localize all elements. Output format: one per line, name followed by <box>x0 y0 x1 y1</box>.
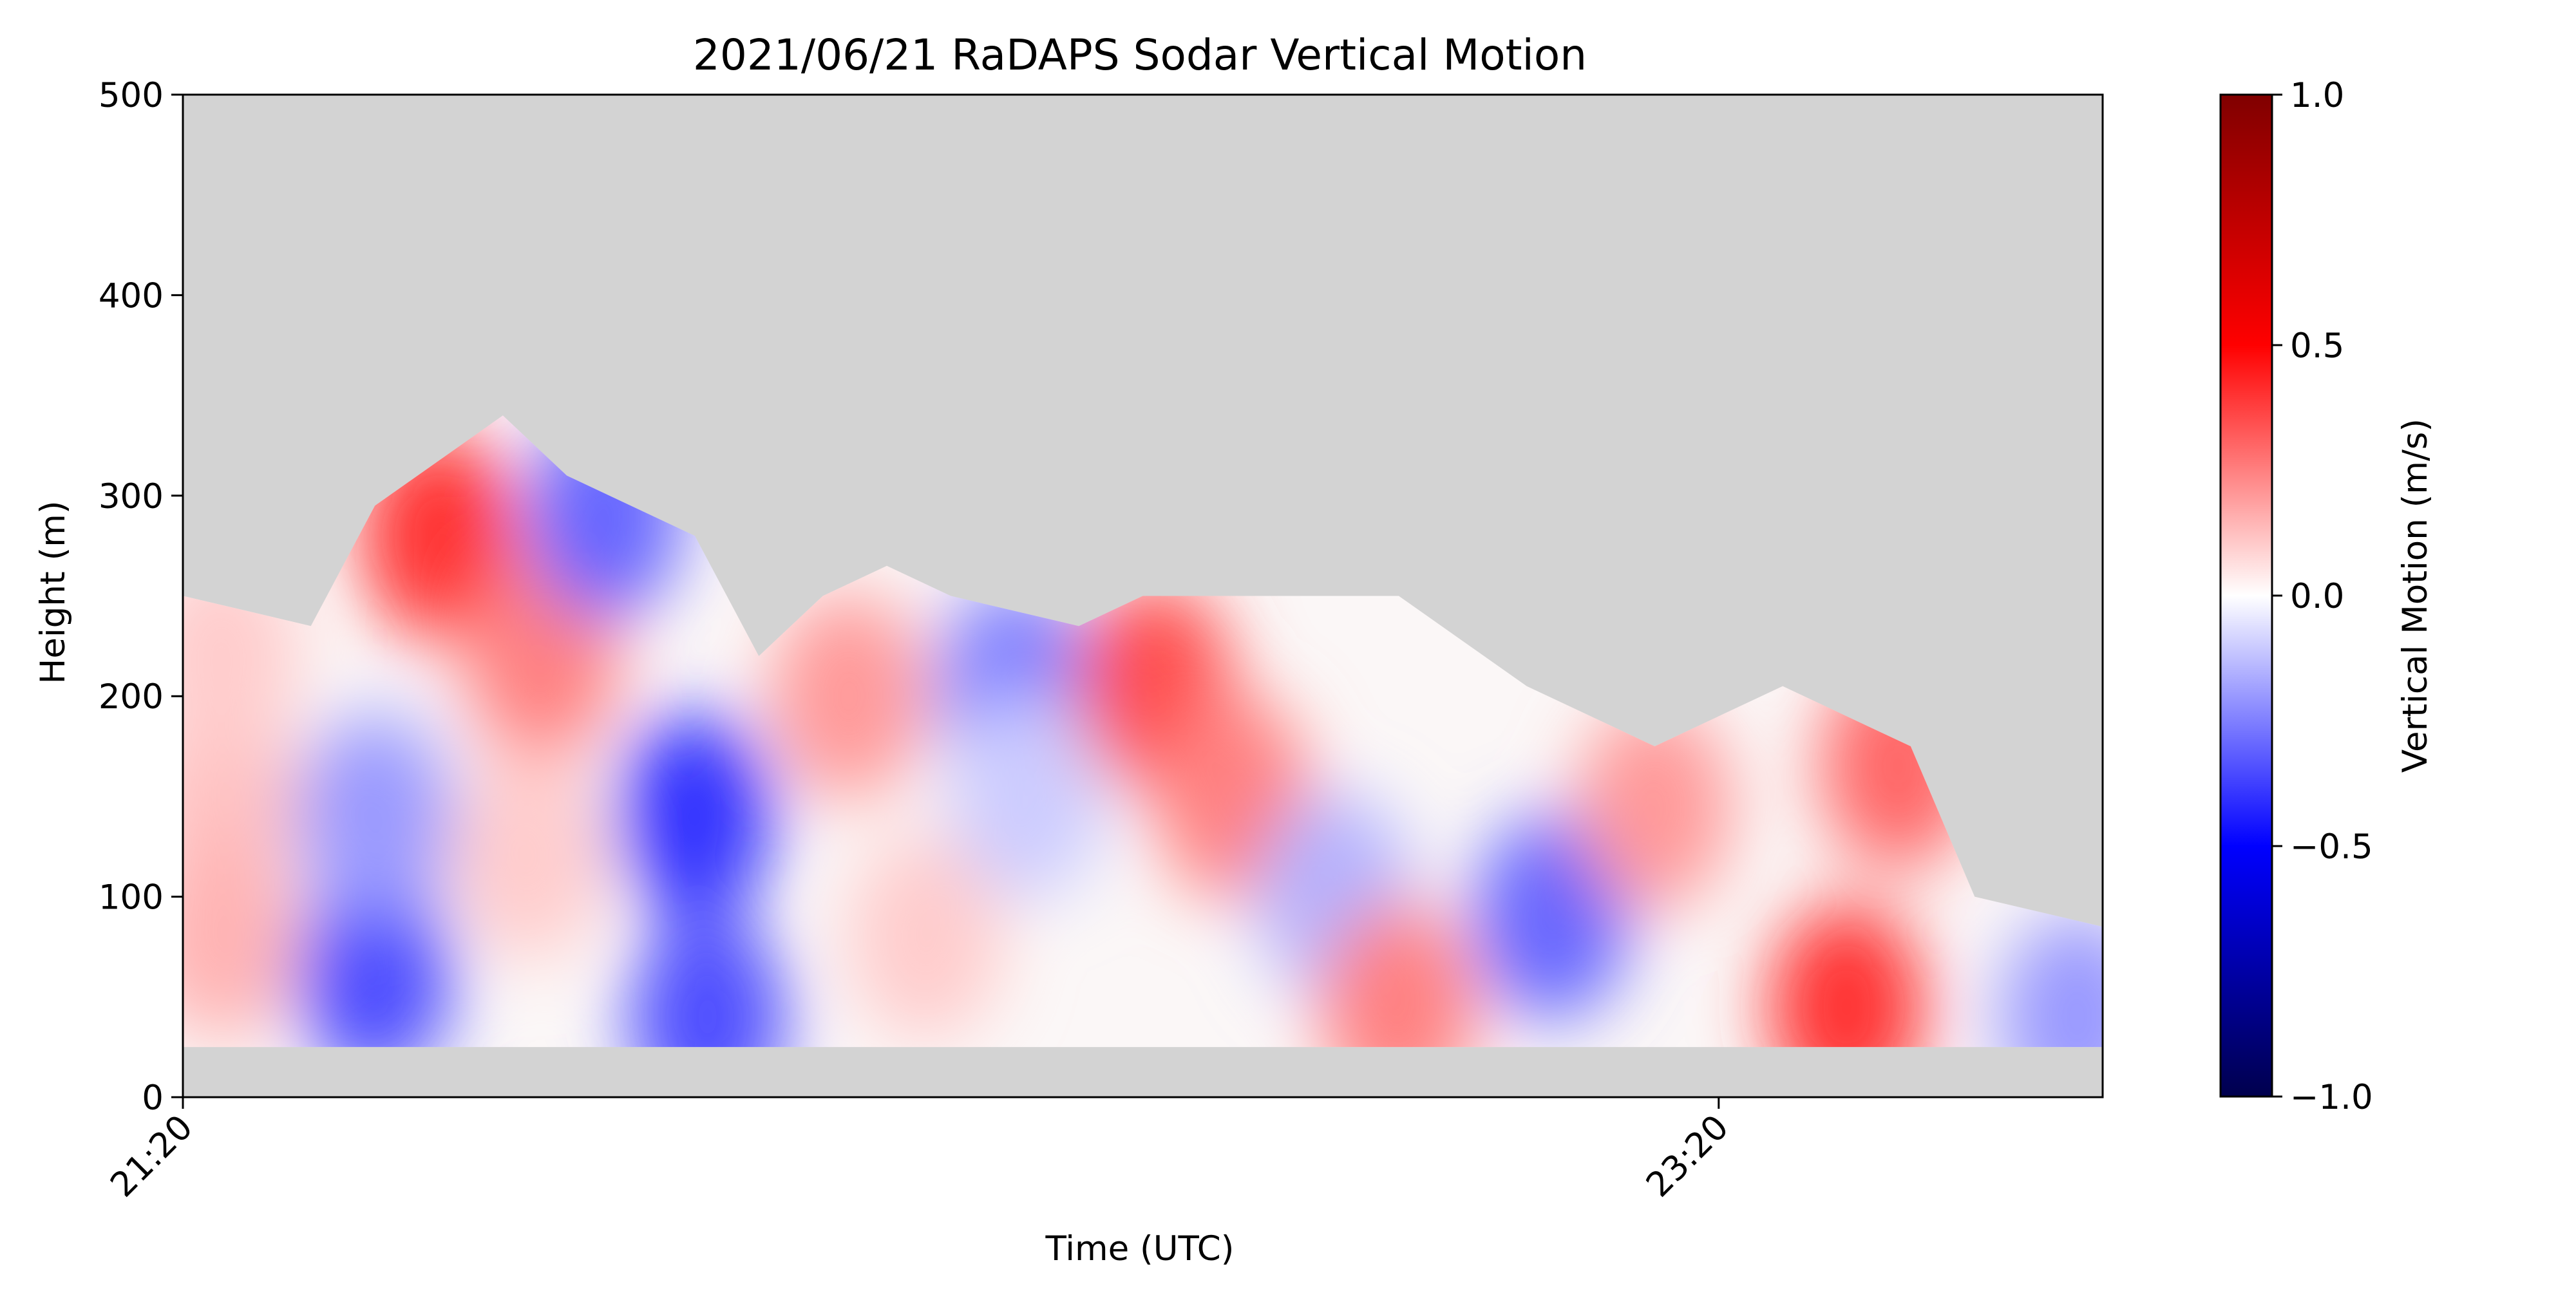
vertical-motion-cell <box>298 874 453 1048</box>
x-axis: 21:20 23:20 <box>103 1097 1736 1205</box>
vertical-motion-cell <box>2000 914 2103 1048</box>
plot-frame <box>182 93 2104 1098</box>
vertical-motion-cell <box>1577 703 1732 910</box>
x-tick-label: 23:20 <box>1639 1107 1736 1205</box>
x-tick-label: 21:20 <box>103 1107 200 1205</box>
y-tick-label: 300 <box>99 477 164 516</box>
vertical-motion-cell <box>183 833 299 1040</box>
colorbar-label: Vertical Motion (m/s) <box>2396 419 2435 773</box>
y-tick-label: 0 <box>142 1079 164 1118</box>
colorbar <box>2219 93 2273 1098</box>
vertical-motion-field <box>183 415 2103 1048</box>
vertical-motion-cell <box>617 713 772 920</box>
y-axis: 0 100 200 300 400 500 <box>99 76 183 1118</box>
vertical-motion-cell <box>848 833 1003 1040</box>
vertical-motion-cell <box>451 753 606 960</box>
colorbar-tick-label: 0.0 <box>2290 577 2344 616</box>
x-axis-label: Time (UTC) <box>1045 1229 1235 1268</box>
y-tick-label: 200 <box>99 677 164 717</box>
vertical-motion-cell <box>771 593 926 800</box>
chart-title: 2021/06/21 RaDAPS Sodar Vertical Motion <box>693 30 1587 80</box>
colorbar-tick-label: −0.5 <box>2290 827 2373 867</box>
y-axis-label: Height (m) <box>33 500 73 684</box>
vertical-motion-cell <box>1321 903 1476 1048</box>
colorbar-tick-label: −1.0 <box>2290 1078 2373 1117</box>
colorbar-ticks: 1.0 0.5 0.0 −0.5 −1.0 <box>2272 76 2373 1117</box>
vertical-motion-cell <box>298 713 453 920</box>
vertical-motion-cell <box>1475 813 1630 1020</box>
y-tick-label: 100 <box>99 878 164 918</box>
vertical-motion-cell <box>1769 903 1924 1048</box>
colorbar-tick-label: 0.5 <box>2290 326 2344 366</box>
y-tick-label: 400 <box>99 276 164 316</box>
vertical-motion-cell <box>630 914 785 1048</box>
vertical-motion-cell <box>950 693 1105 900</box>
colorbar-tick-label: 1.0 <box>2290 76 2344 115</box>
y-tick-label: 500 <box>99 76 164 115</box>
